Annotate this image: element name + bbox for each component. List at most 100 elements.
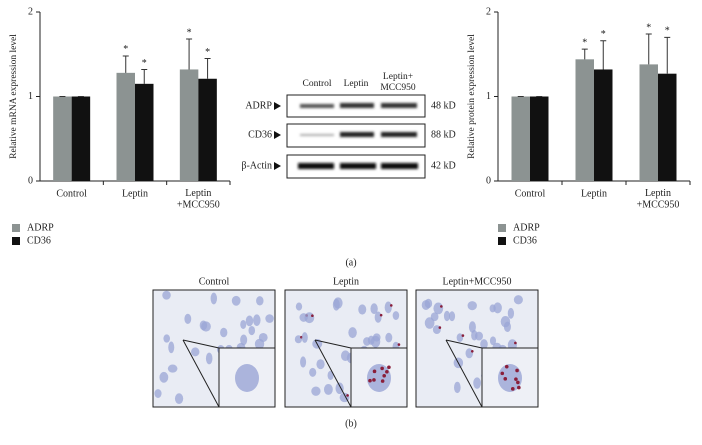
lipid-droplet [368,378,372,383]
cell [174,393,184,405]
x-tick-label: Leptin +MCC950 [177,188,220,211]
error-bar [600,40,607,70]
cell [489,336,497,346]
row-label: β-Actin [241,160,272,171]
cell [363,337,371,346]
cell [154,389,162,398]
cell [210,292,218,305]
cell [348,327,357,339]
cell [370,303,378,315]
cell [384,301,392,314]
row-arrow [274,162,281,170]
cell [443,310,451,322]
cell [465,348,474,359]
cell [300,356,307,368]
lane-label: Control [302,79,331,89]
lipid-droplet [380,366,384,371]
y-axis-label: Relative mRNA expression level [9,34,19,159]
cell [301,332,308,343]
cell [453,381,461,394]
cell [253,314,261,326]
lipid-droplet [514,341,517,345]
y-tick-label: 0 [486,175,491,186]
band [300,104,334,108]
lipid-droplet [346,394,349,397]
lipid-droplet [372,378,376,382]
panel-label: (b) [345,418,357,429]
cell [168,341,175,354]
cell [471,329,478,341]
legend-swatch [12,224,20,232]
bar [53,96,72,181]
legend-swatch [498,224,506,232]
cell [240,334,248,346]
y-tick-label: 1 [486,91,491,102]
lipid-droplet [438,326,442,329]
bar [511,96,530,181]
legend-swatch [498,237,506,245]
lipid-droplet [516,380,520,385]
band [340,163,376,169]
cell [265,314,274,323]
cell [392,311,400,320]
lane-label: Leptin [344,79,369,89]
significance-marker: * [665,26,670,37]
band [381,103,417,108]
lipid-droplet [500,371,505,376]
cell [358,304,367,315]
micrographs [152,289,539,408]
zoom-line [445,339,483,408]
lipid-droplet [514,377,518,381]
bar [116,72,135,181]
cell [245,315,254,327]
legend-label: CD36 [27,235,51,246]
lane-label: Leptin+ MCC950 [380,72,416,93]
legend-label: ADRP [27,222,54,233]
bar [71,96,91,181]
y-tick-label: 2 [28,6,33,17]
cell [513,295,523,305]
cell [191,347,200,357]
band [340,103,374,108]
bar [530,96,549,181]
zoom-line [314,339,352,408]
size-label: 88 kD [431,129,456,140]
bands [298,103,418,169]
x-tick-label: Control [56,188,87,199]
band [381,132,417,137]
cell [323,383,333,395]
cell [248,325,256,336]
cell [220,327,228,338]
error-bar [122,55,129,73]
cell [309,367,317,377]
cell [256,296,264,306]
lipid-droplet [440,305,443,308]
lipid-droplet [385,369,389,374]
cell [385,332,393,343]
lipid-droplet [503,377,508,381]
legend-label: ADRP [513,222,540,233]
cell [473,377,481,389]
error-bar [141,68,148,84]
lipid-droplet [517,385,521,390]
bar [639,64,658,181]
significance-marker: * [205,47,210,58]
cell [503,321,511,333]
cell [430,312,439,322]
cell [167,364,178,373]
cell [468,321,476,333]
band [300,134,334,136]
error-bar [645,33,652,65]
bar [575,59,594,181]
cell [327,370,334,380]
bar [594,69,613,181]
lipid-droplet [515,368,519,373]
error-bar [186,38,193,70]
zoom-line [182,339,220,408]
cell [335,382,344,395]
lipid-droplet [461,334,465,337]
lipid-droplet [389,304,393,307]
bar [179,69,199,181]
lipid-droplet [470,349,474,353]
cell [316,359,325,370]
